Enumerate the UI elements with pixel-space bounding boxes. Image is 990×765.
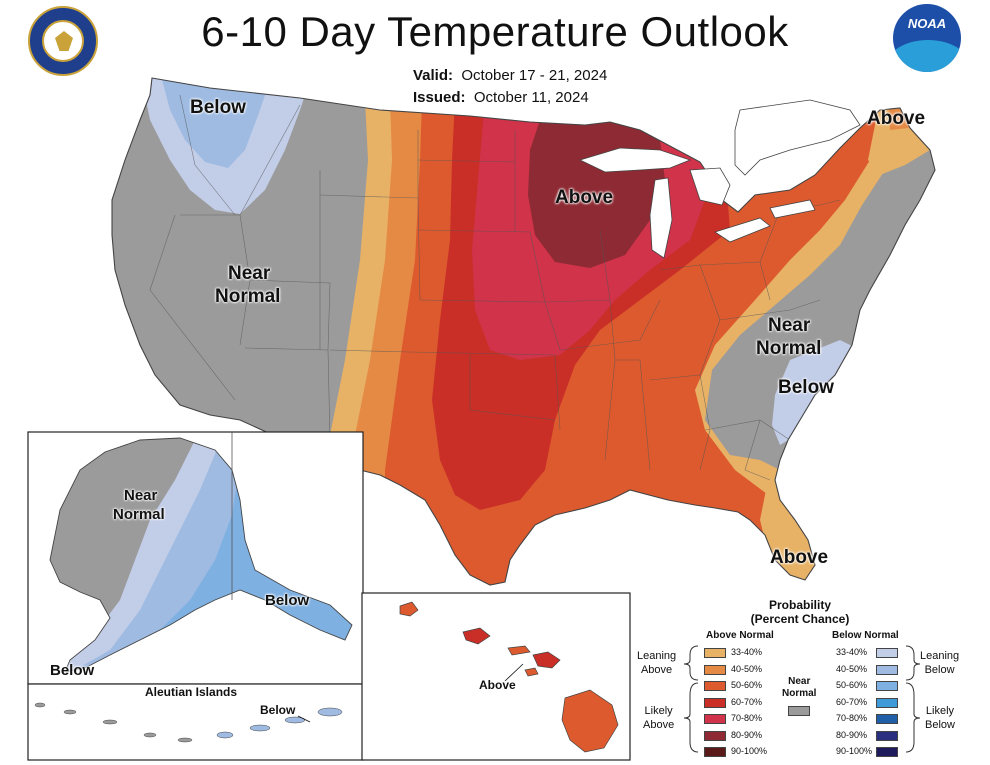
legend-below-swatch (876, 648, 898, 658)
label-near-east-1: Near (768, 315, 811, 336)
label-above-ne: Above (867, 108, 926, 129)
label-aleutian-below: Below (260, 703, 296, 717)
label-ak-near-2: Normal (113, 506, 165, 523)
noaa-logo: NOAA (893, 4, 961, 72)
aleutian-islands-shapes (34, 702, 193, 743)
valid-line: Valid: October 17 - 21, 2024 (413, 67, 607, 84)
legend-above-swatch (704, 697, 726, 708)
legend-above-range: 40-50% (731, 663, 763, 674)
valid-label: Valid: (413, 67, 454, 84)
legend-below-range: 33-40% (836, 647, 868, 657)
label-hawaii-above: Above (479, 678, 516, 692)
valid-dates: October 17 - 21, 2024 (461, 67, 608, 84)
legend-above-range: 50-60% (731, 680, 763, 690)
legend-above-swatch (704, 681, 726, 691)
label-near-east-2: Normal (756, 338, 822, 359)
wave-icon (893, 40, 961, 72)
label-near-west-1: Near (228, 263, 271, 284)
legend-title: Probability (Percent Chance) (750, 598, 850, 627)
legend-likely-below: Likely Below (925, 705, 955, 731)
legend-below-swatch (876, 681, 898, 691)
label-above-fl: Above (770, 547, 829, 568)
legend-leaning-above: Leaning Above (637, 650, 677, 676)
legend-above-swatch (704, 714, 726, 724)
legend-below-swatch (876, 747, 898, 757)
label-near-west-2: Normal (215, 286, 281, 307)
legend-below-range: 60-70% (836, 696, 868, 707)
legend-below-range: 70-80% (836, 713, 868, 723)
legend-leaning-below: Leaning Below (920, 650, 960, 676)
legend-likely-above: Likely Above (643, 705, 675, 731)
legend-above-range: 90-100% (731, 746, 768, 756)
issued-line: Issued: October 11, 2024 (413, 89, 589, 106)
page-title: 6-10 Day Temperature Outlook (201, 8, 789, 55)
legend-above-swatch (704, 747, 726, 757)
legend-above-range: 80-90% (731, 729, 763, 740)
hawaii-islands (399, 601, 619, 753)
legend-above-range: 60-70% (731, 696, 763, 707)
issued-date: October 11, 2024 (473, 89, 589, 106)
legend-below-swatch (876, 714, 898, 724)
legend-near-normal-swatch (788, 706, 810, 716)
legend-below-range: 90-100% (836, 746, 873, 756)
alaska-outline (49, 437, 353, 673)
legend-below-swatch (876, 697, 898, 708)
label-ak-near-1: Near (124, 487, 158, 504)
doc-seal-logo (28, 6, 98, 76)
legend-above-swatch (704, 648, 726, 658)
legend-below-range: 50-60% (836, 680, 868, 690)
legend-above-swatch (704, 730, 726, 741)
label-above-central: Above (555, 187, 614, 208)
label-below-se: Below (778, 377, 834, 398)
legend-below-header: Below Normal (832, 630, 899, 641)
legend-above-range: 33-40% (731, 647, 763, 657)
label-ak-below-se: Below (265, 592, 310, 609)
label-ak-below-sw: Below (50, 662, 95, 679)
legend-below-range: 40-50% (836, 663, 868, 674)
issued-label: Issued: (413, 89, 466, 106)
legend-below-swatch (876, 664, 898, 675)
legend-below-range: 80-90% (836, 729, 868, 740)
legend-above-range: 70-80% (731, 713, 763, 723)
great-lakes (578, 99, 861, 259)
label-below-nw: Below (190, 97, 246, 118)
legend-above-swatch (704, 664, 726, 675)
legend-above-header: Above Normal (706, 630, 774, 641)
legend-below-swatch (876, 730, 898, 741)
aleutian-inset-box (27, 683, 364, 761)
legend-near-normal: Near Normal (782, 676, 817, 699)
label-aleutian-title: Aleutian Islands (145, 685, 238, 699)
eagle-icon (55, 31, 73, 51)
